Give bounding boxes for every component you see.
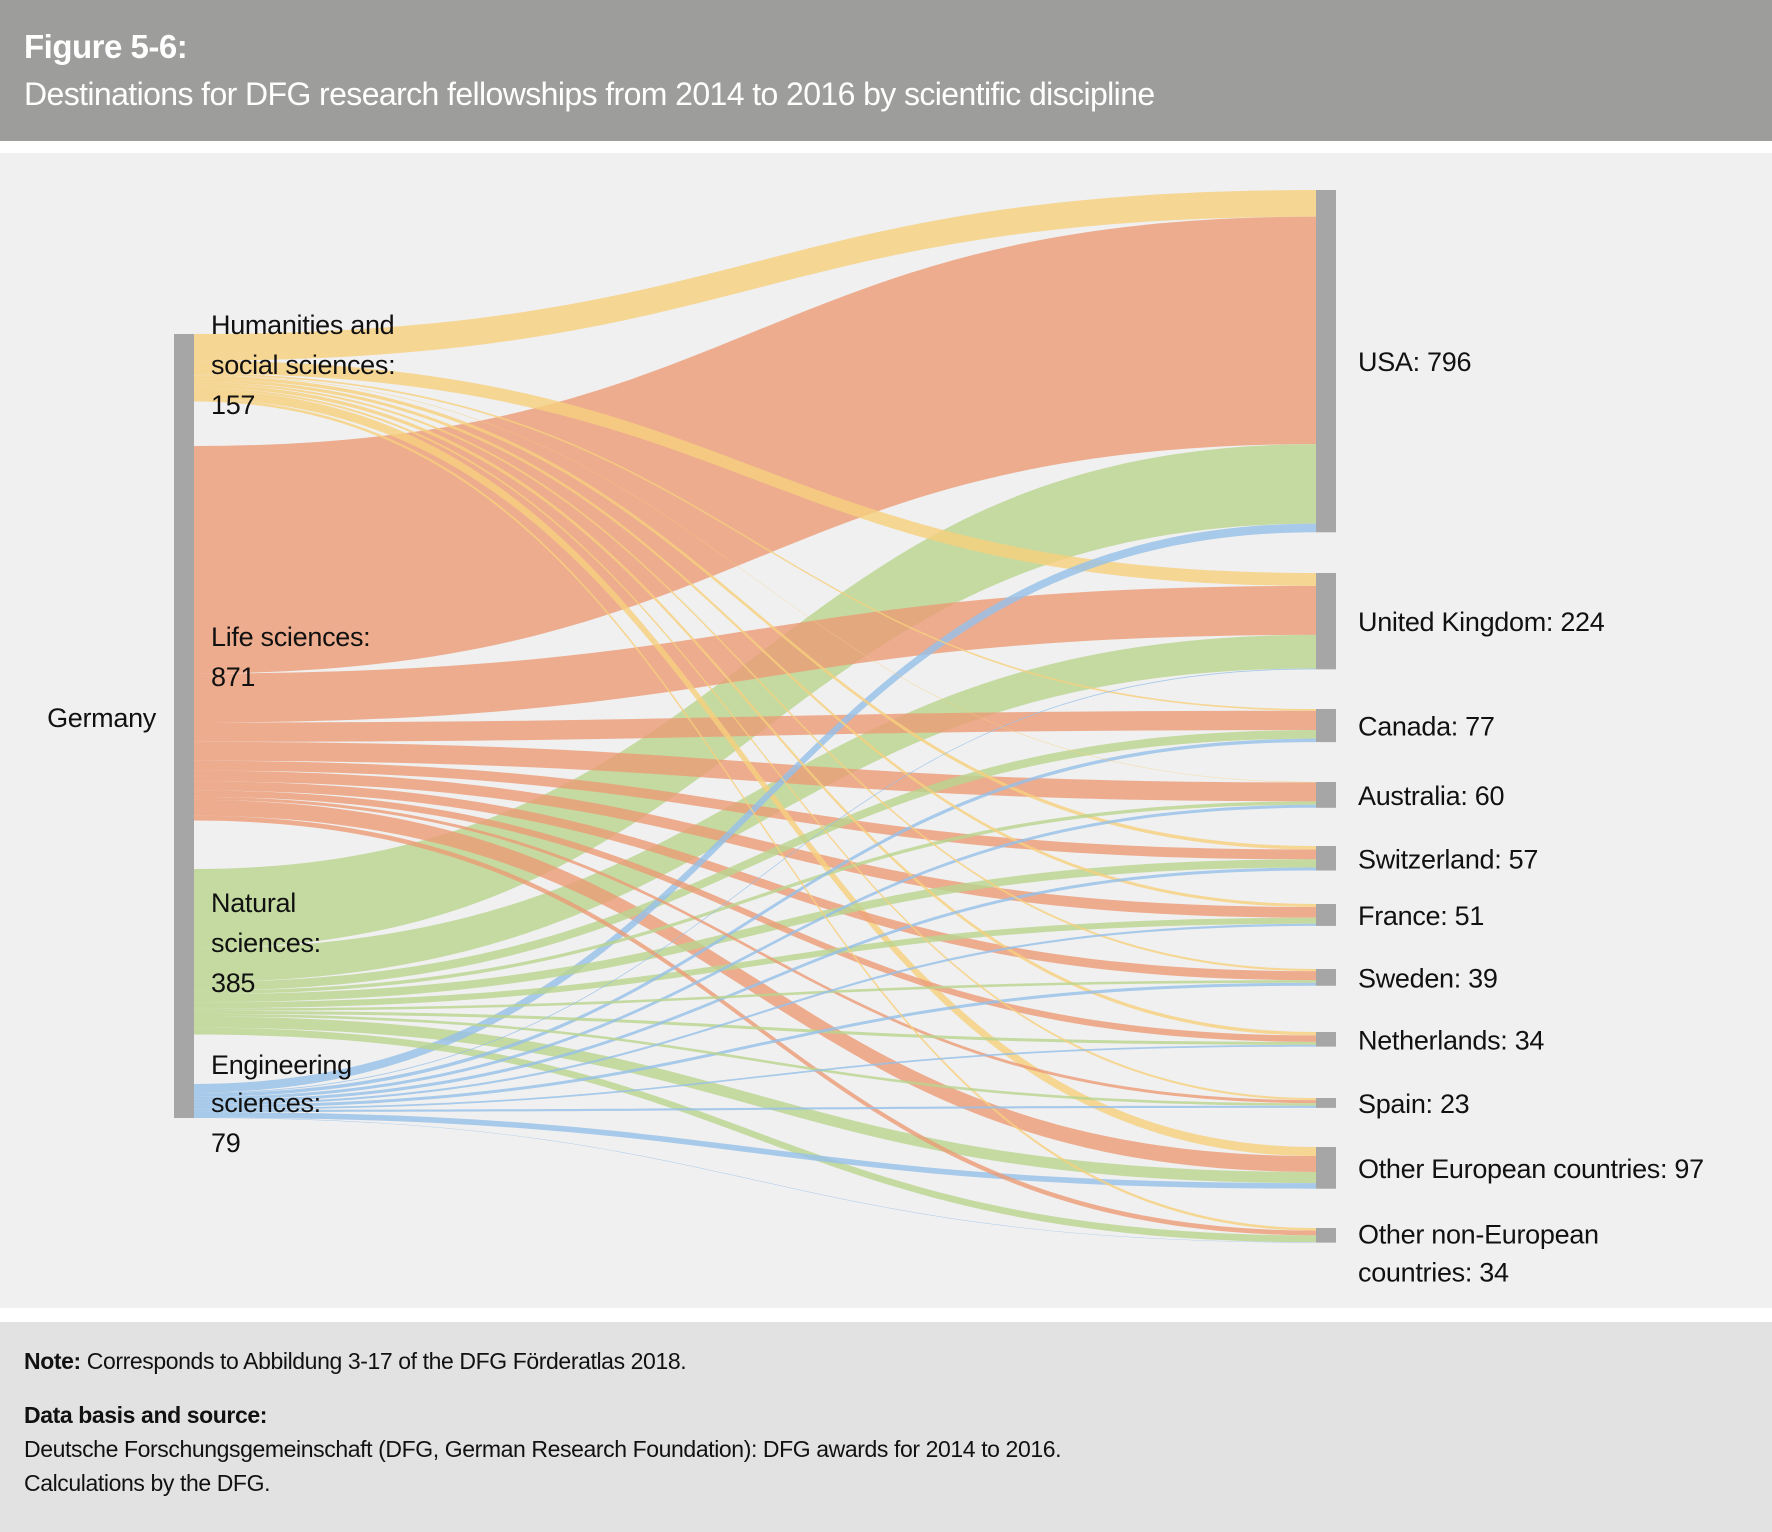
flow-natural-sciences-to-sweden <box>194 980 1316 1011</box>
label-humanities-and-social-sciences-line-2: social sciences: <box>211 350 395 380</box>
flow-humanities-and-social-sciences-to-sweden <box>194 382 1316 972</box>
node-sweden <box>1316 969 1336 986</box>
source-text-line-1: Deutsche Forschungsgemeinschaft (DFG, Ge… <box>24 1436 1062 1462</box>
flow-humanities-and-social-sciences-to-canada <box>194 373 1316 711</box>
node-other-european-countries <box>1316 1147 1336 1189</box>
label-natural-sciences-line-3: 385 <box>211 968 255 998</box>
label-france: France: 51 <box>1358 901 1484 931</box>
source-text-line-2: Calculations by the DFG. <box>24 1470 271 1496</box>
label-engineering-sciences-line-3: 79 <box>211 1128 240 1158</box>
flows-layer <box>194 190 1316 1243</box>
label-germany: Germany <box>47 703 157 733</box>
flow-humanities-and-social-sciences-to-australia <box>194 375 1316 783</box>
note-text: Corresponds to Abbildung 3-17 of the DFG… <box>80 1348 687 1374</box>
figure-footer: Note: Corresponds to Abbildung 3-17 of t… <box>0 1322 1772 1532</box>
flow-humanities-and-social-sciences-to-france <box>194 379 1316 908</box>
label-humanities-and-social-sciences-line-3: 157 <box>211 390 255 420</box>
source-label: Data basis and source: <box>24 1402 268 1428</box>
flow-engineering-sciences-to-australia <box>194 804 1316 1100</box>
label-australia: Australia: 60 <box>1358 781 1504 811</box>
label-humanities-and-social-sciences-line-1: Humanities and <box>211 310 394 340</box>
node-other-non-european-countries <box>1316 1228 1336 1243</box>
flow-natural-sciences-to-usa <box>194 444 1316 949</box>
flow-humanities-and-social-sciences-to-spain <box>194 387 1316 1101</box>
node-usa <box>1316 190 1336 533</box>
flow-humanities-and-social-sciences-to-netherlands <box>194 384 1316 1036</box>
label-life-sciences-line-2: 871 <box>211 662 255 692</box>
figure-title: Destinations for DFG research fellowship… <box>24 76 1155 112</box>
flow-engineering-sciences-to-spain <box>194 1105 1316 1112</box>
flow-engineering-sciences-to-france <box>194 923 1316 1106</box>
figure-number: Figure 5-6: <box>24 28 188 65</box>
node-australia <box>1316 782 1336 808</box>
label-united-kingdom: United Kingdom: 224 <box>1358 607 1605 637</box>
flow-life-sciences-to-other-non-european-countries <box>194 815 1316 1236</box>
flow-engineering-sciences-to-netherlands <box>194 1044 1316 1110</box>
flow-humanities-and-social-sciences-to-other-non-european-countries <box>194 398 1316 1231</box>
label-canada: Canada: 77 <box>1358 712 1495 742</box>
label-usa: USA: 796 <box>1358 347 1471 377</box>
nodes-layer <box>174 190 1336 1243</box>
flow-engineering-sciences-to-sweden <box>194 982 1316 1109</box>
flow-humanities-and-social-sciences-to-united-kingdom <box>194 360 1316 586</box>
node-france <box>1316 904 1336 926</box>
label-other-non-european-countries-line-2: countries: 34 <box>1358 1257 1509 1287</box>
flow-engineering-sciences-to-usa <box>194 523 1316 1093</box>
flow-humanities-and-social-sciences-to-switzerland <box>194 375 1316 850</box>
flow-life-sciences-to-france <box>194 770 1316 918</box>
flow-engineering-sciences-to-canada <box>194 738 1316 1097</box>
flow-humanities-and-social-sciences-to-usa <box>194 190 1316 361</box>
node-canada <box>1316 709 1336 743</box>
label-life-sciences-line-1: Life sciences: <box>211 622 370 652</box>
flow-engineering-sciences-to-other-non-european-countries <box>194 1117 1316 1243</box>
node-switzerland <box>1316 846 1336 871</box>
flow-engineering-sciences-to-switzerland <box>194 867 1316 1103</box>
flow-natural-sciences-to-canada <box>194 730 1316 991</box>
flow-natural-sciences-to-other-european-countries <box>194 1016 1316 1184</box>
label-netherlands: Netherlands: 34 <box>1358 1025 1544 1055</box>
label-other-european-countries: Other European countries: 97 <box>1358 1154 1704 1184</box>
flow-natural-sciences-to-spain <box>194 1013 1316 1106</box>
node-spain <box>1316 1098 1336 1108</box>
flow-natural-sciences-to-switzerland <box>194 859 1316 1003</box>
node-netherlands <box>1316 1032 1336 1047</box>
label-engineering-sciences-line-1: Engineering <box>211 1050 352 1080</box>
flow-natural-sciences-to-france <box>194 917 1316 1009</box>
flow-life-sciences-to-canada <box>194 710 1316 742</box>
flow-natural-sciences-to-netherlands <box>194 1010 1316 1045</box>
flow-life-sciences-to-united-kingdom <box>194 585 1316 723</box>
flow-engineering-sciences-to-united-kingdom <box>194 668 1316 1094</box>
label-natural-sciences-line-2: sciences: <box>211 928 321 958</box>
flow-life-sciences-to-spain <box>194 796 1316 1104</box>
note-line: Note: Corresponds to Abbildung 3-17 of t… <box>24 1348 687 1375</box>
flow-natural-sciences-to-other-non-european-countries <box>194 1027 1316 1243</box>
figure-header: Figure 5-6: Destinations for DFG researc… <box>0 0 1772 141</box>
flow-life-sciences-to-usa <box>194 216 1316 674</box>
label-other-non-european-countries-line-1: Other non-European <box>1358 1219 1599 1249</box>
label-switzerland: Switzerland: 57 <box>1358 844 1538 874</box>
node-united-kingdom <box>1316 573 1336 670</box>
flow-humanities-and-social-sciences-to-other-european-countries <box>194 389 1316 1157</box>
note-label: Note: <box>24 1348 81 1374</box>
flow-natural-sciences-to-australia <box>194 801 1316 995</box>
label-engineering-sciences-line-2: sciences: <box>211 1088 321 1118</box>
label-sweden: Sweden: 39 <box>1358 963 1498 993</box>
node-germany <box>174 334 194 1118</box>
label-natural-sciences-line-1: Natural <box>211 888 296 918</box>
labels-layer: Germany Humanities and social sciences: 157… <box>47 310 1704 1287</box>
label-spain: Spain: 23 <box>1358 1089 1469 1119</box>
flow-engineering-sciences-to-other-european-countries <box>194 1111 1316 1189</box>
